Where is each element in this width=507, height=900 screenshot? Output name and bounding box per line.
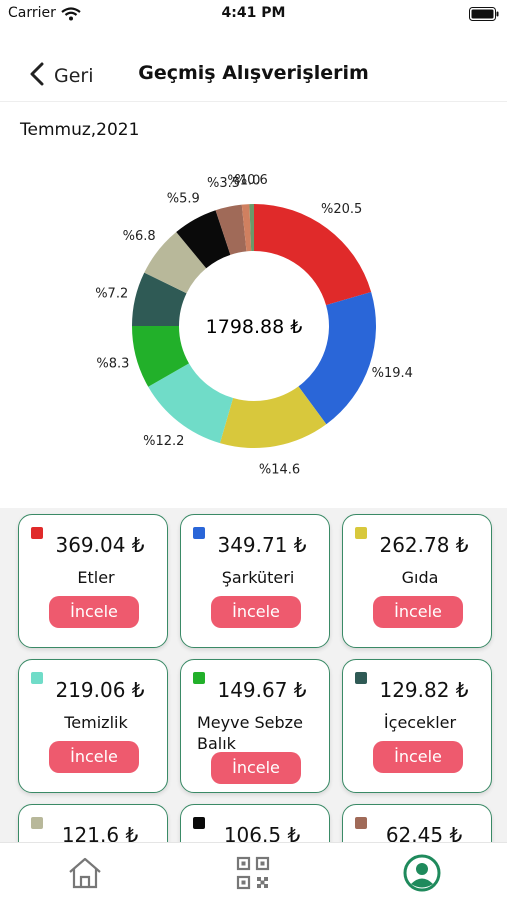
- donut-slice: [298, 291, 376, 425]
- donut-slice: [215, 204, 247, 255]
- category-amount: 62.45 ₺: [385, 823, 463, 842]
- slice-percent-label: %7.2: [95, 286, 128, 301]
- home-icon: [65, 857, 105, 897]
- category-card: 106.5 ₺: [180, 804, 330, 842]
- tab-qr[interactable]: [233, 853, 273, 893]
- category-name: Şarküteri: [221, 568, 295, 587]
- slice-percent-label: %5.9: [167, 191, 200, 206]
- category-name: Temizlik: [64, 713, 128, 732]
- category-amount: 262.78 ₺: [379, 533, 469, 557]
- category-color-swatch: [31, 672, 43, 684]
- category-name: İçecekler: [383, 713, 457, 732]
- incele-button[interactable]: İncele: [373, 741, 463, 773]
- slice-percent-label: %6.8: [123, 229, 156, 244]
- slice-percent-label: %20.5: [321, 202, 362, 217]
- donut-slice: [241, 204, 252, 252]
- incele-button[interactable]: İncele: [49, 596, 139, 628]
- tab-home[interactable]: [65, 853, 105, 893]
- category-card: 62.45 ₺: [342, 804, 492, 842]
- month-label: Temmuz,2021: [20, 120, 140, 140]
- category-card: 129.82 ₺ İçecekler İncele: [342, 659, 492, 793]
- slice-percent-label: %8.3: [96, 357, 129, 372]
- donut-slice: [148, 363, 234, 444]
- slice-percent-label: %0.6: [235, 173, 268, 188]
- incele-button[interactable]: İncele: [49, 741, 139, 773]
- donut-slice: [144, 231, 207, 294]
- donut-svg: %20.5 %19.4 %14.6 %12.2 %8.3 %7.2 %6.8 %5.9 %3.5…: [95, 173, 413, 478]
- back-label: Geri: [54, 65, 94, 87]
- category-card: 121.6 ₺: [18, 804, 168, 842]
- category-amount: 121.6 ₺: [61, 823, 139, 842]
- slice-percent-label: %1.0: [227, 173, 260, 188]
- category-color-swatch: [31, 817, 43, 829]
- tab-bar: [0, 842, 507, 900]
- category-name: Gıda: [401, 568, 439, 587]
- back-button[interactable]: Geri: [30, 60, 94, 92]
- category-card: 369.04 ₺ Etler İncele: [18, 514, 168, 648]
- clock-time: 4:41 PM: [221, 5, 286, 21]
- donut-slice: [132, 326, 189, 387]
- category-card: 149.67 ₺ Meyve Sebze Balık İncele: [180, 659, 330, 793]
- slice-percent-label: %3.5: [207, 176, 240, 191]
- donut-slice: [176, 210, 231, 269]
- slice-percent-label: %14.6: [259, 463, 300, 478]
- carrier-label: Carrier: [8, 5, 56, 21]
- category-name: Etler: [77, 568, 115, 587]
- category-name: Meyve Sebze Balık: [197, 713, 303, 753]
- category-amount: 106.5 ₺: [223, 823, 301, 842]
- page-title: Geçmiş Alışverişlerim: [138, 62, 369, 84]
- incele-button[interactable]: İncele: [373, 596, 463, 628]
- profile-icon: [402, 854, 442, 897]
- category-color-swatch: [193, 527, 205, 539]
- category-color-swatch: [355, 527, 367, 539]
- category-color-swatch: [193, 817, 205, 829]
- category-amount: 129.82 ₺: [379, 678, 469, 702]
- donut-slice: [254, 204, 372, 306]
- wifi-icon: [61, 6, 81, 25]
- navigation-bar: Geri Geçmiş Alışverişlerim: [0, 50, 507, 102]
- battery-icon: [469, 6, 499, 21]
- category-amount: 369.04 ₺: [55, 533, 145, 557]
- category-amount: 219.06 ₺: [55, 678, 145, 702]
- donut-slice: [132, 272, 187, 326]
- category-color-swatch: [31, 527, 43, 539]
- incele-button[interactable]: İncele: [211, 752, 301, 784]
- category-color-swatch: [193, 672, 205, 684]
- category-card: 219.06 ₺ Temizlik İncele: [18, 659, 168, 793]
- qr-code-icon: [233, 856, 273, 897]
- tab-profile[interactable]: [402, 853, 442, 893]
- donut-total-label: 1798.88 ₺: [206, 316, 303, 338]
- category-amount: 149.67 ₺: [217, 678, 307, 702]
- category-grid: 369.04 ₺ Etler İncele 349.71 ₺ Şarküteri İnce…: [0, 508, 507, 842]
- status-bar: Carrier 4:41 PM: [0, 0, 507, 30]
- donut-slice: [219, 386, 327, 448]
- category-card: 349.71 ₺ Şarküteri İncele: [180, 514, 330, 648]
- category-card: 262.78 ₺ Gıda İncele: [342, 514, 492, 648]
- donut-slice: [249, 204, 254, 252]
- incele-button[interactable]: İncele: [211, 596, 301, 628]
- spending-donut-chart: %20.5 %19.4 %14.6 %12.2 %8.3 %7.2 %6.8 %5.9 %3.5…: [0, 160, 507, 490]
- category-color-swatch: [355, 817, 367, 829]
- category-amount: 349.71 ₺: [217, 533, 307, 557]
- slice-percent-label: %12.2: [143, 434, 184, 449]
- slice-percent-label: %19.4: [372, 366, 413, 381]
- chevron-left-icon: [30, 62, 44, 90]
- category-color-swatch: [355, 672, 367, 684]
